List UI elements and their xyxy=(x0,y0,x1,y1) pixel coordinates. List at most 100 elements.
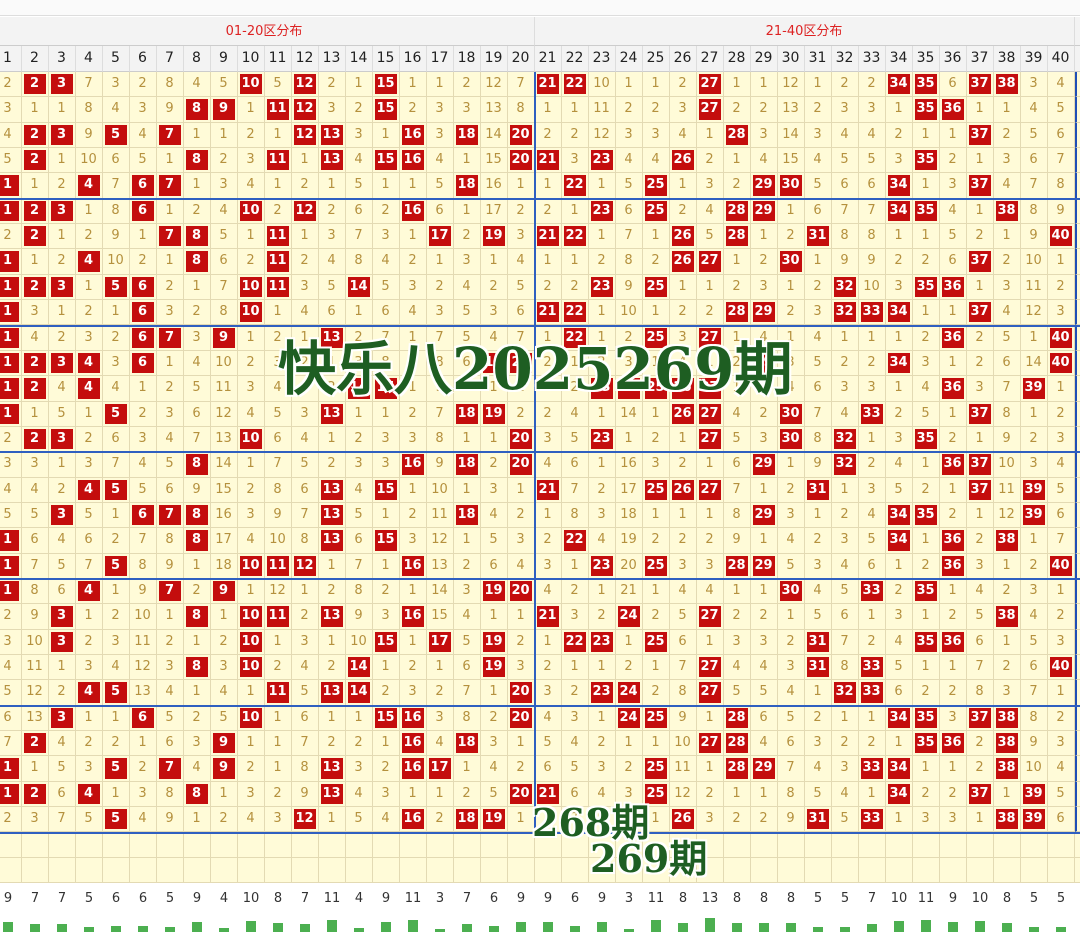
miss-cell: 7 xyxy=(102,173,130,199)
miss-cell: 3 xyxy=(183,325,211,351)
column-number: 28 xyxy=(723,46,751,72)
hit-cell: 15 xyxy=(372,72,400,98)
miss-cell: 1 xyxy=(156,350,184,377)
miss-cell: 3 xyxy=(399,274,427,301)
miss-cell: 6 xyxy=(669,629,697,656)
miss-cell: 2 xyxy=(642,426,670,453)
miss-cell: 4 xyxy=(885,629,913,656)
miss-cell: 8 xyxy=(507,97,535,123)
miss-cell: 2 xyxy=(102,731,130,757)
hit-cell: 1 xyxy=(0,553,22,579)
miss-cell: 6 xyxy=(156,731,184,757)
miss-cell: 1 xyxy=(858,325,886,351)
overlay-prev: 268期 xyxy=(532,800,650,845)
empty-cell xyxy=(939,857,967,884)
empty-cell xyxy=(480,857,508,884)
hit-cell: 39 xyxy=(1020,781,1048,808)
miss-cell: 5 xyxy=(75,502,103,529)
miss-cell: 1 xyxy=(102,300,130,326)
miss-cell: 1 xyxy=(453,477,481,503)
miss-cell: 3 xyxy=(966,553,994,579)
hit-cell: 11 xyxy=(264,148,292,174)
miss-cell: 1 xyxy=(831,705,859,732)
hit-cell: 5 xyxy=(102,274,130,301)
miss-cell: 10 xyxy=(21,629,49,656)
miss-cell: 1 xyxy=(642,655,670,681)
miss-cell: 1 xyxy=(237,731,265,757)
miss-cell: 9 xyxy=(669,705,697,732)
miss-cell: 4 xyxy=(48,376,76,402)
miss-cell: 4 xyxy=(1047,452,1075,478)
miss-cell: 3 xyxy=(831,528,859,554)
miss-cell: 2 xyxy=(480,452,508,478)
miss-cell: 2 xyxy=(264,655,292,681)
miss-cell: 1 xyxy=(642,502,670,529)
miss-cell: 8 xyxy=(615,249,643,275)
miss-cell: 3 xyxy=(156,300,184,326)
miss-cell: 8 xyxy=(858,224,886,250)
hit-cell: 32 xyxy=(831,300,859,326)
miss-cell: 18 xyxy=(615,502,643,529)
hit-cell: 32 xyxy=(831,452,859,478)
miss-cell: 1 xyxy=(264,173,292,199)
miss-cell: 5 xyxy=(156,452,184,478)
miss-cell: 7 xyxy=(669,655,697,681)
hit-cell: 23 xyxy=(588,629,616,656)
miss-cell: 2 xyxy=(534,122,562,149)
miss-cell: 2 xyxy=(912,477,940,503)
hit-cell: 37 xyxy=(966,300,994,326)
miss-cell: 3 xyxy=(804,300,832,326)
miss-cell: 3 xyxy=(777,350,805,377)
hit-cell: 6 xyxy=(129,502,157,529)
hit-cell: 22 xyxy=(561,173,589,199)
miss-cell: 3 xyxy=(885,274,913,301)
miss-cell: 4 xyxy=(858,502,886,529)
miss-cell: 3 xyxy=(507,655,535,681)
miss-cell: 3 xyxy=(561,148,589,174)
miss-cell: 3 xyxy=(237,148,265,174)
miss-cell: 3 xyxy=(534,376,562,402)
miss-cell: 4 xyxy=(345,477,373,503)
hit-cell: 40 xyxy=(1047,325,1075,351)
count-label: 9 xyxy=(597,891,607,907)
miss-cell: 3 xyxy=(291,629,319,656)
hit-cell: 10 xyxy=(237,198,265,225)
miss-cell: 7 xyxy=(993,376,1021,402)
hit-cell: 25 xyxy=(642,629,670,656)
miss-cell: 3 xyxy=(615,350,643,377)
miss-cell: 1 xyxy=(264,629,292,656)
miss-cell: 5 xyxy=(777,705,805,732)
cell xyxy=(1074,452,1080,478)
miss-cell: 2 xyxy=(183,705,211,732)
count-bar xyxy=(920,920,931,932)
hit-cell: 38 xyxy=(993,756,1021,782)
miss-cell: 2 xyxy=(399,502,427,529)
miss-cell: 1 xyxy=(48,224,76,250)
miss-cell: 2 xyxy=(372,756,400,782)
miss-cell: 1 xyxy=(588,452,616,478)
hit-cell: 29 xyxy=(750,173,778,199)
miss-cell: 1 xyxy=(318,173,346,199)
empty-cell xyxy=(264,832,292,858)
miss-cell: 1 xyxy=(966,198,994,225)
hit-cell: 22 xyxy=(561,300,589,326)
hit-cell: 26 xyxy=(669,477,697,503)
miss-cell: 1 xyxy=(966,97,994,123)
hit-cell: 4 xyxy=(75,249,103,275)
hit-cell: 20 xyxy=(507,452,535,478)
miss-cell: 6 xyxy=(804,376,832,402)
miss-cell: 2 xyxy=(75,224,103,250)
empty-cell xyxy=(858,832,886,858)
miss-cell: 4 xyxy=(1020,97,1048,123)
hit-cell: 17 xyxy=(426,629,454,656)
miss-cell: 4 xyxy=(831,781,859,808)
count-bar xyxy=(515,922,526,932)
miss-cell: 2 xyxy=(129,401,157,427)
miss-cell: 5 xyxy=(48,401,76,427)
hit-cell: 35 xyxy=(912,705,940,732)
miss-cell: 6 xyxy=(426,198,454,225)
column-number: 16 xyxy=(399,46,427,72)
hit-cell: 10 xyxy=(237,629,265,656)
column-number: 23 xyxy=(588,46,616,72)
hit-cell: 8 xyxy=(183,224,211,250)
